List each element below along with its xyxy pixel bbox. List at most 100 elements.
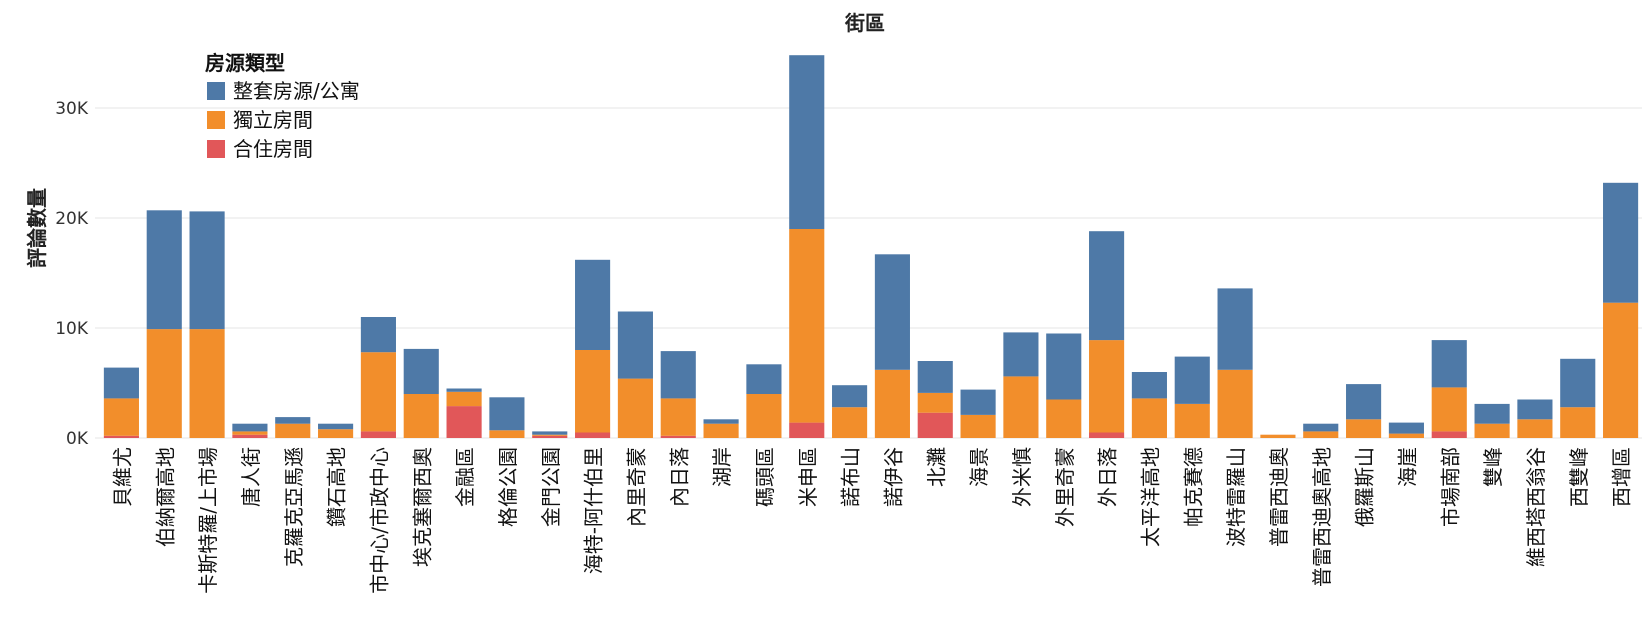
bar-segment [360, 352, 396, 432]
x-tick-label: 帕克賽德 [1181, 447, 1205, 527]
bar-segment [1174, 403, 1210, 438]
bar-segment [103, 435, 139, 438]
gridlines [95, 107, 1642, 439]
bar-segment [1474, 403, 1510, 424]
bar-segment [660, 351, 696, 399]
legend-entry: 獨立房間 [233, 108, 313, 132]
bar-stack [1174, 356, 1210, 438]
x-tick-label: 湖岸 [710, 447, 734, 487]
bar-stack [1517, 399, 1553, 438]
bar-segment [660, 398, 696, 436]
x-tick-label: 普雷西迪奧 [1267, 447, 1291, 547]
bar-segment [1089, 340, 1125, 433]
bar-stack [489, 397, 525, 438]
bar-segment [832, 407, 868, 438]
bar-segment [575, 432, 611, 438]
bar-stack [917, 361, 953, 438]
legend-entry: 合住房間 [233, 137, 313, 161]
x-tick-label: 格倫公園 [496, 447, 520, 527]
bar-stack [1603, 182, 1639, 438]
x-tick-label: 鑽石高地 [325, 447, 349, 527]
bar-segment [789, 229, 825, 423]
bar-segment [1474, 423, 1510, 438]
x-tick-label: 諾伊谷 [881, 447, 905, 507]
bar-stack [189, 211, 225, 438]
bar-segment [1303, 423, 1339, 432]
bar-segment [1003, 332, 1039, 377]
bar-stack [1260, 434, 1296, 438]
x-tick-label: 外米慎 [1010, 447, 1034, 507]
bar-segment [1131, 398, 1167, 438]
x-tick-label: 克羅克亞馬遜 [282, 447, 306, 567]
y-tick-label: 10K [55, 319, 89, 339]
x-tick-label: 市中心/市政中心 [367, 447, 391, 594]
bar-segment [1603, 182, 1639, 303]
bar-segment [403, 348, 439, 394]
chart-title: 街區 [844, 11, 885, 35]
bar-segment [1303, 431, 1339, 438]
x-tick-label: 海景 [967, 447, 991, 487]
legend-swatch [207, 82, 225, 100]
bar-segment [1346, 419, 1382, 438]
x-tick-label: 內日落 [667, 447, 691, 507]
bar-stack [146, 210, 182, 438]
x-tick-label: 金融區 [453, 447, 477, 507]
x-tick-label: 海崖 [1395, 447, 1419, 487]
x-tick-label: 諾布山 [839, 447, 863, 507]
bar-segment [532, 434, 568, 436]
bar-stack [360, 317, 396, 438]
bar-stack [446, 388, 482, 438]
x-tick-label: 外里奇蒙 [1053, 447, 1077, 527]
bar-segment [917, 361, 953, 393]
x-tick-label: 太平洋高地 [1138, 447, 1162, 547]
bar-segment [832, 385, 868, 408]
y-tick-label: 20K [55, 209, 89, 229]
bar-segment [103, 398, 139, 436]
bar-segment [1089, 231, 1125, 341]
x-tick-label: 伯納爾高地 [153, 447, 177, 547]
x-tick-label: 卡斯特羅/上市場 [196, 447, 220, 594]
x-tick-label: 波特雷羅山 [1224, 447, 1248, 547]
bar-segment [1388, 422, 1424, 434]
x-tick-label: 貝維尤 [110, 447, 134, 507]
bar-segment [489, 430, 525, 438]
bar-segment [617, 311, 653, 379]
bar-segment [1260, 434, 1296, 438]
bar-stack [1346, 384, 1382, 438]
x-tick-label: 外日落 [1096, 447, 1120, 507]
bar-stack [1388, 422, 1424, 438]
bar-segment [318, 423, 354, 430]
bar-segment [1003, 376, 1039, 438]
bar-segment [489, 397, 525, 431]
x-tick-label: 米申區 [796, 447, 820, 507]
bar-segment [960, 389, 996, 415]
legend-swatch [207, 140, 225, 158]
bar-segment [917, 412, 953, 438]
bar-segment [874, 254, 910, 370]
bar-segment [1089, 432, 1125, 438]
bar-segment [746, 394, 782, 438]
bar-stack [1560, 358, 1596, 438]
bar-segment [1131, 372, 1167, 399]
bar-stack [874, 254, 910, 438]
bar-segment [1517, 419, 1553, 438]
bar-segment [1174, 356, 1210, 404]
x-tick-label: 市場南部 [1438, 447, 1462, 527]
bar-stack [1474, 403, 1510, 438]
x-tick-label: 雙峰 [1481, 447, 1505, 487]
bar-segment [1560, 358, 1596, 408]
bar-stack [660, 351, 696, 438]
bar-segment [1517, 399, 1553, 420]
bar-segment [275, 423, 311, 438]
bar-segment [575, 350, 611, 433]
bar-segment [1603, 302, 1639, 438]
bar-stack [403, 348, 439, 438]
bar-segment [189, 329, 225, 438]
legend-swatch [207, 111, 225, 129]
bar-segment [103, 367, 139, 399]
x-tick-label: 維西塔西翁谷 [1524, 447, 1548, 567]
bar-segment [1431, 340, 1467, 388]
bars [103, 55, 1639, 438]
